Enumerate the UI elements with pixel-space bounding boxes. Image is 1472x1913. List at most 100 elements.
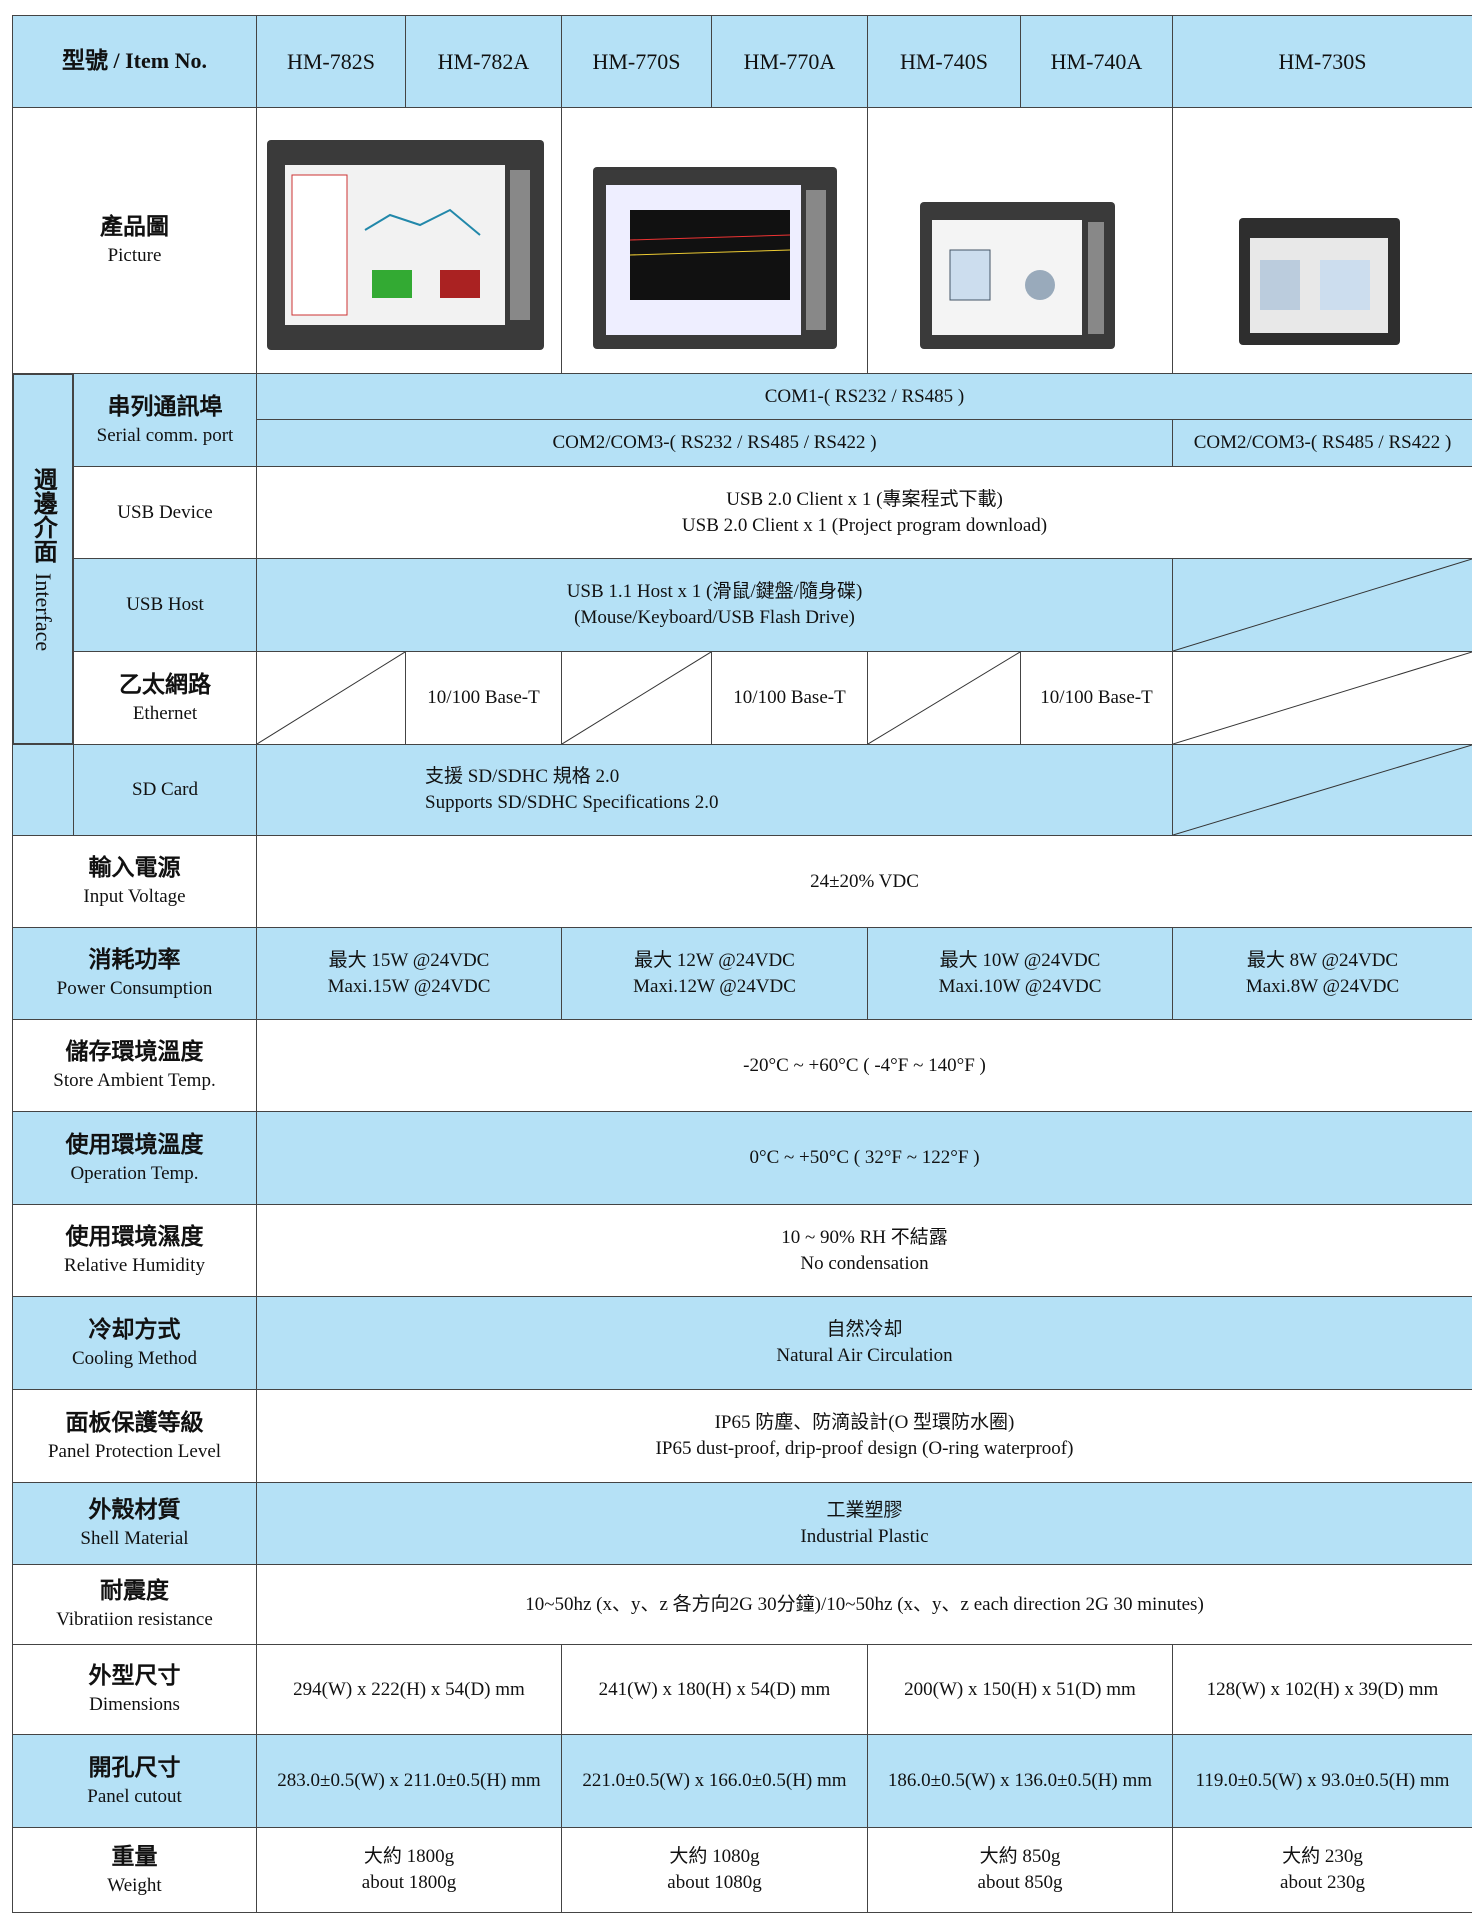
text: 最大 10W @24VDC (939, 949, 1101, 971)
row-label: 外殼材質 Shell Material (12, 1482, 257, 1565)
value-cell: 200(W) x 150(H) x 51(D) mm (867, 1644, 1173, 1735)
value-cell: IP65 防塵、防滴設計(O 型環防水圈) IP65 dust-proof, dr… (256, 1389, 1472, 1483)
text: about 850g (977, 1872, 1063, 1893)
interface-label: 週邊介面 Interface (27, 467, 59, 651)
text: HM-782S (286, 48, 375, 74)
value-cell: 最大 15W @24VDC Maxi.15W @24VDC (256, 927, 562, 1020)
row-label: 使用環境濕度 Relative Humidity (12, 1204, 257, 1297)
text: USB 2.0 Client x 1 (Project program down… (681, 514, 1048, 536)
text: 耐震度 (100, 1578, 169, 1605)
row-label: 產品圖 Picture (12, 107, 257, 374)
text: 大約 850g (979, 1846, 1061, 1868)
value-cell: 10~50hz (x、y、z 各方向2G 30分鐘)/10~50hz (x、y、… (256, 1564, 1472, 1645)
diagonal (1173, 652, 1472, 744)
text: 0°C ~ +50°C ( 32°F ~ 122°F ) (749, 1147, 980, 1169)
model: HM-730S (1172, 15, 1472, 108)
text: 186.0±0.5(W) x 136.0±0.5(H) mm (887, 1770, 1153, 1792)
row-label: USB Device (73, 466, 257, 559)
text: Maxi.15W @24VDC (327, 975, 491, 997)
value-cell: 10 ~ 90% RH 不結露 No condensation (256, 1204, 1472, 1297)
diagonal (562, 652, 711, 744)
value-cell: COM2/COM3-( RS232 / RS485 / RS422 ) (256, 419, 1173, 467)
text: 乙太網路 (119, 671, 211, 698)
text: Dimensions (89, 1694, 180, 1716)
text: 支援 SD/SDHC 規格 2.0 (425, 766, 620, 788)
value-cell: 0°C ~ +50°C ( 32°F ~ 122°F ) (256, 1111, 1472, 1205)
text: HM-770S (592, 48, 681, 74)
text: HM-740A (1050, 48, 1143, 74)
row-label: USB Host (73, 558, 257, 652)
row-label: 使用環境溫度 Operation Temp. (12, 1111, 257, 1205)
text: 大約 230g (1282, 1846, 1363, 1868)
text: 最大 8W @24VDC (1246, 949, 1399, 971)
text: 10/100 Base-T (1040, 687, 1153, 709)
text: Ethernet (132, 702, 198, 724)
model: HM-770A (711, 15, 868, 108)
not-available-cell (256, 651, 406, 745)
value-cell: 最大 10W @24VDC Maxi.10W @24VDC (867, 927, 1173, 1020)
value-cell: 工業塑膠 Industrial Plastic (256, 1482, 1472, 1565)
text: 最大 15W @24VDC (328, 949, 490, 971)
text: Maxi.12W @24VDC (633, 975, 796, 997)
text: IP65 dust-proof, drip-proof design (O-ri… (655, 1438, 1074, 1459)
not-available-cell (1172, 651, 1472, 745)
value-cell: 10/100 Base-T (405, 651, 562, 745)
value-cell: 128(W) x 102(H) x 39(D) mm (1172, 1644, 1472, 1735)
text: 串列通訊埠 (107, 393, 223, 420)
text: 週邊介面 (29, 466, 58, 563)
text: Serial comm. port (96, 424, 234, 446)
text: 開孔尺寸 (88, 1754, 181, 1781)
text: 面板保護等級 (65, 1409, 204, 1436)
text: 外殼材質 (88, 1497, 181, 1524)
text: No condensation (800, 1252, 929, 1274)
value-cell: 大約 230g about 230g (1172, 1827, 1472, 1913)
text: Panel Protection Level (47, 1440, 222, 1462)
not-available-cell (1172, 558, 1472, 652)
text: USB 2.0 Client x 1 (專案程式下載) (726, 488, 1003, 510)
text: 283.0±0.5(W) x 211.0±0.5(H) mm (277, 1770, 541, 1792)
row-label: 輸入電源 Input Voltage (12, 835, 257, 928)
picture-cell (1172, 107, 1472, 374)
model: HM-770S (561, 15, 712, 108)
value-cell: 294(W) x 222(H) x 54(D) mm (256, 1644, 562, 1735)
text: COM1-( RS232 / RS485 ) (764, 385, 965, 407)
text: about 230g (1280, 1872, 1365, 1893)
text: 輸入電源 (88, 855, 181, 882)
value-cell: 大約 850g about 850g (867, 1827, 1173, 1913)
text: COM2/COM3-( RS485 / RS422 ) (1193, 432, 1452, 454)
text: 自然冷却 (826, 1319, 903, 1341)
text: about 1080g (667, 1872, 762, 1893)
text: USB Host (126, 594, 204, 616)
text: Cooling Method (71, 1347, 198, 1369)
picture-cell (867, 107, 1173, 374)
diagonal (868, 652, 1020, 744)
text: Maxi.10W @24VDC (938, 975, 1102, 997)
value-cell: 大約 1080g about 1080g (561, 1827, 868, 1913)
model: HM-740A (1020, 15, 1173, 108)
value-cell: 241(W) x 180(H) x 54(D) mm (561, 1644, 868, 1735)
text: 冷却方式 (88, 1316, 181, 1343)
text: 10/100 Base-T (427, 687, 540, 709)
diagonal (257, 652, 405, 744)
text: 消耗功率 (88, 947, 181, 974)
value-cell: 10/100 Base-T (711, 651, 868, 745)
value-cell: COM2/COM3-( RS485 / RS422 ) (1172, 419, 1472, 467)
text: SD Card (132, 779, 198, 801)
text: / Item No. (113, 47, 207, 73)
value-cell: USB 2.0 Client x 1 (專案程式下載) USB 2.0 Clien… (256, 466, 1472, 559)
value-cell: 最大 8W @24VDC Maxi.8W @24VDC (1172, 927, 1472, 1020)
row-label: 外型尺寸 Dimensions (12, 1644, 257, 1735)
text: 241(W) x 180(H) x 54(D) mm (598, 1678, 831, 1700)
value-cell: COM1-( RS232 / RS485 ) (256, 373, 1472, 420)
text: 使用環境溫度 (65, 1131, 204, 1158)
text: Store Ambient Temp. (53, 1070, 216, 1092)
value-cell: -20°C ~ +60°C ( -4°F ~ 140°F ) (256, 1019, 1472, 1112)
text: HM-782A (437, 48, 530, 74)
row-label: 面板保護等級 Panel Protection Level (12, 1389, 257, 1483)
text: 128(W) x 102(H) x 39(D) mm (1206, 1678, 1439, 1700)
value-cell: 最大 12W @24VDC Maxi.12W @24VDC (561, 927, 868, 1020)
value-cell: 186.0±0.5(W) x 136.0±0.5(H) mm (867, 1734, 1173, 1828)
text: USB 1.1 Host x 1 (滑鼠/鍵盤/隨身碟) (566, 581, 863, 603)
value-cell: 221.0±0.5(W) x 166.0±0.5(H) mm (561, 1734, 868, 1828)
